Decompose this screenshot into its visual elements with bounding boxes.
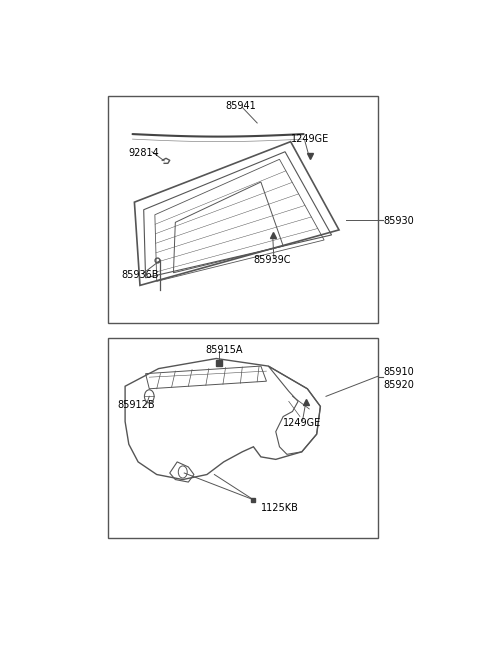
- Text: 1249GE: 1249GE: [283, 418, 322, 428]
- Text: 85930: 85930: [384, 216, 414, 226]
- Text: 85941: 85941: [226, 102, 256, 111]
- Bar: [108, 339, 378, 538]
- Bar: [108, 96, 378, 323]
- Text: 85920: 85920: [384, 381, 415, 390]
- Text: 92814: 92814: [129, 148, 159, 159]
- Text: 85936B: 85936B: [121, 271, 159, 280]
- Text: 85910: 85910: [384, 367, 414, 377]
- Text: 85912B: 85912B: [118, 400, 156, 411]
- Text: 1125KB: 1125KB: [261, 503, 299, 514]
- Text: 85915A: 85915A: [205, 345, 242, 355]
- Text: 85939C: 85939C: [253, 255, 291, 265]
- Text: 1249GE: 1249GE: [290, 134, 329, 144]
